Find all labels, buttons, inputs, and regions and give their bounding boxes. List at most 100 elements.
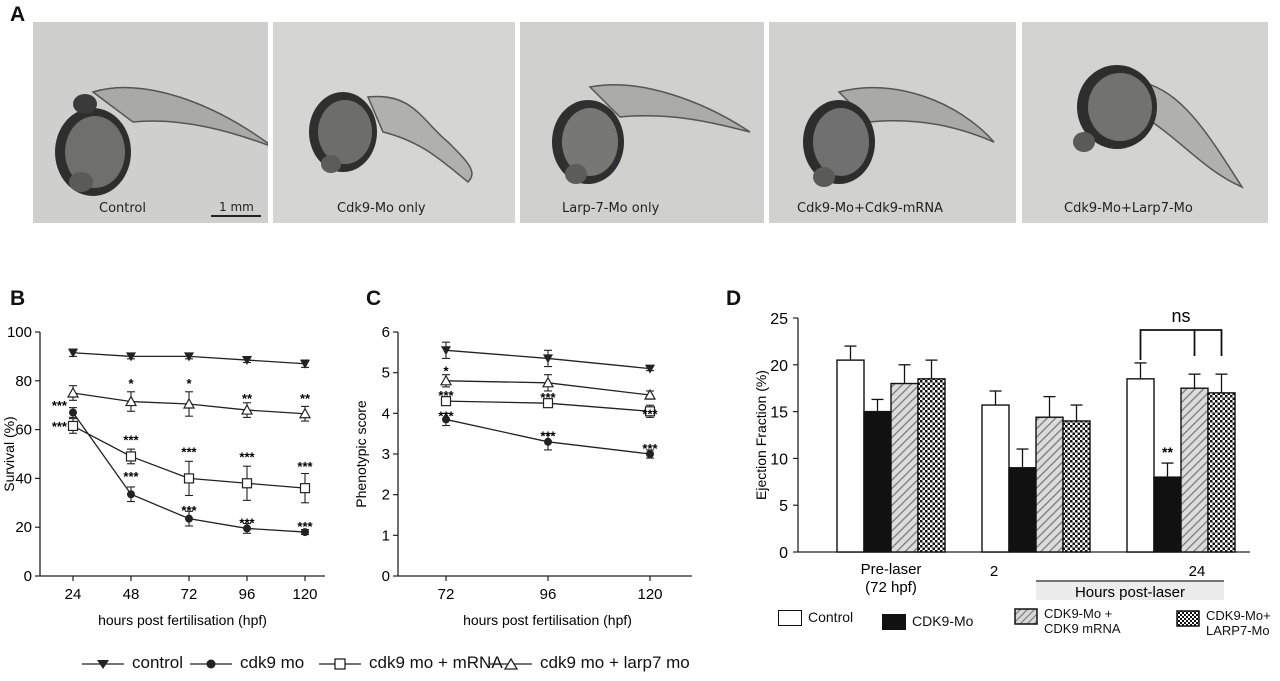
y-tick-label: 0 <box>382 568 390 585</box>
x-tick-label: 96 <box>239 586 256 603</box>
legend-swatch <box>778 610 802 626</box>
zebrafish-embryo-image <box>552 84 751 184</box>
significance-label: *** <box>123 469 139 484</box>
significance-label: *** <box>52 419 68 434</box>
data-point-triangle-down <box>184 352 194 362</box>
photo-caption: Control <box>99 201 146 216</box>
embryo-photo-control: Control 1 mm <box>33 22 268 223</box>
significance-label: *** <box>52 398 68 413</box>
y-tick-label: 10 <box>770 451 788 468</box>
significance-label: *** <box>438 388 454 403</box>
embryo-photo-larp7-mo: Larp-7-Mo only <box>520 22 764 223</box>
embryo-photo-cdk9-larp7-mo: Cdk9-Mo+Larp7-Mo <box>1022 22 1268 223</box>
legend-label: cdk9 mo + larp7 mo <box>540 653 690 672</box>
legend-label: CDK9-Mo+ <box>1206 608 1271 623</box>
data-point-triangle-up <box>439 374 453 386</box>
series-cdk9-mo <box>69 407 309 537</box>
y-tick-label: 1 <box>382 527 390 544</box>
bar <box>863 410 892 553</box>
y-tick-label: 5 <box>382 365 390 382</box>
zebrafish-embryo-image <box>55 86 268 196</box>
series-control <box>68 348 310 369</box>
y-tick-label: 15 <box>770 405 788 422</box>
x-tick-label: 48 <box>123 586 140 603</box>
data-point-triangle-up <box>541 376 555 388</box>
group-label: 24 <box>1189 563 1206 580</box>
y-tick-label: 80 <box>15 373 32 390</box>
legend-swatch <box>1014 608 1038 625</box>
panel-label-a: A <box>10 3 26 26</box>
data-point-triangle-up <box>643 388 657 400</box>
ejection-fraction-bar-chart: 0 5 10 15 20 25 Ejection Fraction (%) Pre-laser… <box>753 306 1250 601</box>
data-point-square <box>542 398 554 409</box>
data-point-circle <box>442 415 450 424</box>
panel-label-b: B <box>10 287 26 310</box>
photo-caption: Cdk9-Mo+Larp7-Mo <box>1064 201 1193 216</box>
data-point-triangle-up <box>240 403 254 415</box>
significance-label: *** <box>297 519 313 534</box>
embryo-photo-cdk9-mo-mrna: Cdk9-Mo+Cdk9-mRNA <box>769 22 1016 223</box>
legend-label: CDK9-Mo + <box>1044 606 1113 621</box>
y-tick-label: 5 <box>779 498 788 515</box>
panel-label-c: C <box>366 287 382 310</box>
significance-label: *** <box>642 441 658 456</box>
significance-label: *** <box>239 515 255 530</box>
embryo-photo-cdk9-mo: Cdk9-Mo only <box>273 22 515 223</box>
scale-bar-label: 1 mm <box>219 200 254 214</box>
group-sublabel: (72 hpf) <box>865 579 917 596</box>
significance-label: * <box>186 376 192 391</box>
data-point-circle <box>127 490 135 499</box>
panel-label-d: D <box>726 287 742 310</box>
bar <box>917 378 946 553</box>
series-cdk9-mo-larp7-mo <box>66 385 312 422</box>
bar <box>1035 416 1064 553</box>
data-point-square <box>299 483 311 494</box>
legend-label: Control <box>808 609 854 625</box>
significance-label: ** <box>242 391 253 406</box>
y-tick-label: 0 <box>779 545 788 562</box>
photo-caption: Cdk9-Mo only <box>337 201 426 216</box>
data-point-triangle-up <box>124 395 138 407</box>
zebrafish-embryo-image <box>309 92 473 184</box>
zebrafish-embryo-image <box>803 86 995 187</box>
ns-bracket <box>1139 329 1223 360</box>
x-tick-label: 120 <box>292 586 317 603</box>
y-tick-label: 25 <box>770 311 788 328</box>
data-point-square <box>67 420 79 432</box>
data-point-triangle-down <box>441 346 451 356</box>
significance-label: ** <box>1162 444 1173 460</box>
bar <box>1008 467 1037 553</box>
y-tick-label: 2 <box>382 487 390 504</box>
legend-label: cdk9 mo <box>240 653 305 672</box>
bar <box>981 404 1010 553</box>
data-point-triangle-down <box>126 352 136 362</box>
data-point-circle <box>544 437 552 446</box>
significance-label: *** <box>181 503 197 518</box>
x-tick-label: 72 <box>181 586 198 603</box>
x-tick-label: 96 <box>540 586 557 603</box>
y-tick-label: 100 <box>7 324 32 341</box>
legend-label-line2: LARP7-Mo <box>1206 623 1270 638</box>
data-point-circle <box>185 514 193 523</box>
data-point-square <box>644 406 656 417</box>
data-point-triangle-down <box>543 354 553 364</box>
data-point-circle <box>243 524 251 533</box>
significance-label: * <box>443 364 449 379</box>
significance-label: *** <box>642 406 658 421</box>
legend-swatch <box>882 614 906 630</box>
survival-line-chart: 0 20 40 60 80 100 24 48 72 96 120 hours post fertil… <box>1 324 325 628</box>
y-axis-label: Ejection Fraction (%) <box>753 370 769 500</box>
bar <box>890 382 919 553</box>
bar-group <box>836 345 946 553</box>
significance-label: *** <box>540 429 556 444</box>
data-point-circle <box>646 450 654 458</box>
y-tick-label: 3 <box>382 446 390 463</box>
photo-caption: Cdk9-Mo+Cdk9-mRNA <box>797 201 944 216</box>
significance-label: *** <box>438 408 454 423</box>
bar <box>1153 476 1182 553</box>
y-tick-label: 40 <box>15 470 32 487</box>
x-tick-label: 24 <box>65 586 82 603</box>
y-tick-label: 20 <box>770 358 788 375</box>
group-label: Pre-laser <box>861 561 922 578</box>
series-cdk9-mo-mrna <box>440 396 656 418</box>
